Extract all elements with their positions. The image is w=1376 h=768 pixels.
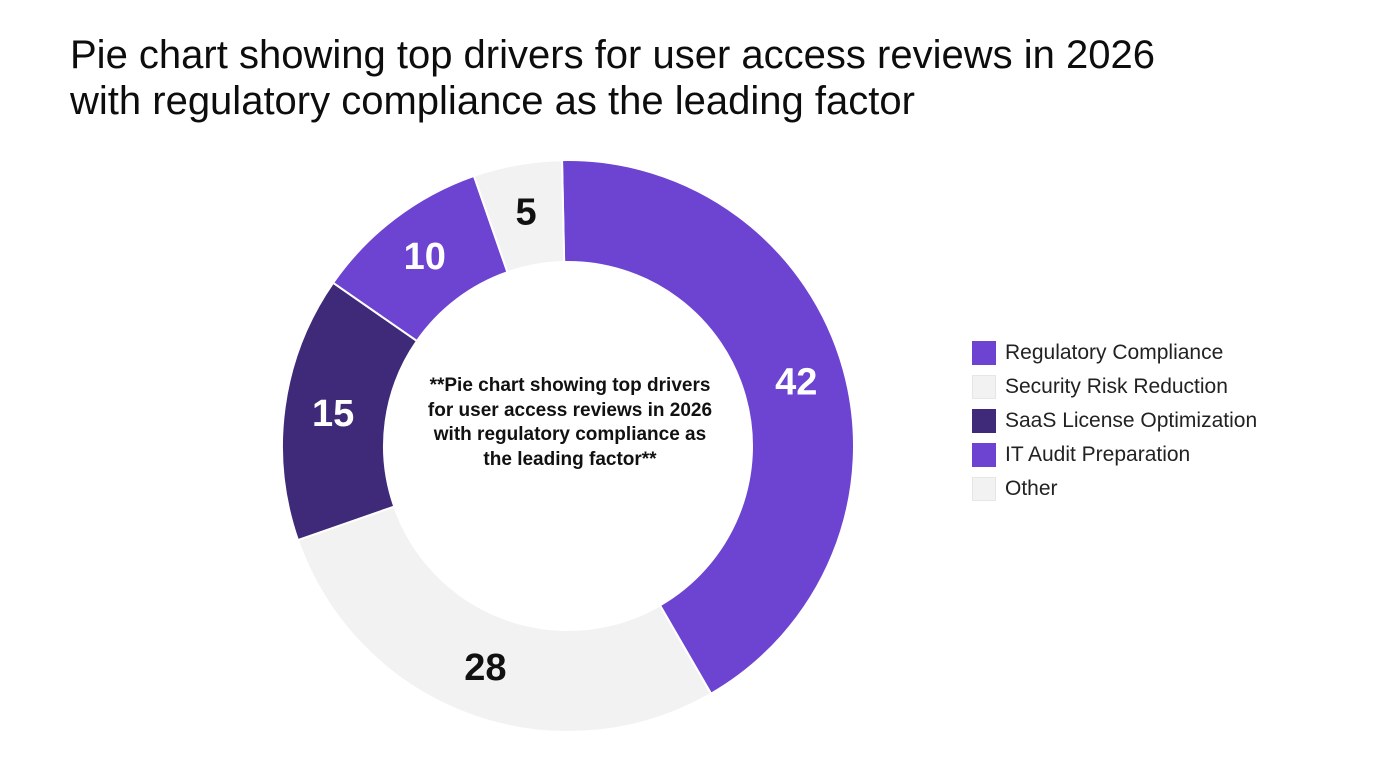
chart-legend: Regulatory Compliance Security Risk Redu… bbox=[972, 336, 1257, 506]
legend-label: Regulatory Compliance bbox=[1005, 341, 1224, 364]
donut-slices bbox=[281, 159, 855, 733]
center-caption: **Pie chart showing top drivers for user… bbox=[400, 374, 740, 472]
legend-label: IT Audit Preparation bbox=[1005, 443, 1191, 466]
legend-swatch bbox=[972, 477, 996, 501]
slice-other bbox=[472, 159, 566, 274]
slice-value-label: 28 bbox=[464, 647, 506, 689]
donut-labels: 42 28 15 10 5 bbox=[312, 192, 817, 689]
slice-value-label: 10 bbox=[404, 236, 446, 278]
center-caption-line-1: **Pie chart showing top drivers bbox=[429, 375, 711, 396]
legend-swatch bbox=[972, 409, 996, 433]
center-caption-line-4: the leading factor** bbox=[483, 448, 657, 470]
center-caption-line-3: with regulatory compliance as bbox=[433, 424, 707, 445]
legend-label: Other bbox=[1005, 477, 1058, 500]
legend-label: Security Risk Reduction bbox=[1005, 375, 1228, 398]
page-title-line-1: Pie chart showing top drivers for user a… bbox=[70, 33, 1155, 77]
center-caption-line-2: for user access reviews in 2026 bbox=[427, 399, 713, 421]
slice-regulatory-compliance bbox=[560, 159, 855, 696]
legend-swatch bbox=[972, 375, 996, 399]
legend-swatch bbox=[972, 341, 996, 365]
legend-item-saas-license-optimization: SaaS License Optimization bbox=[972, 404, 1257, 438]
page-title-line-2: with regulatory compliance as the leadin… bbox=[70, 79, 915, 123]
slice-value-label: 5 bbox=[515, 192, 536, 234]
slice-security-risk-reduction bbox=[296, 505, 713, 733]
legend-item-it-audit-preparation: IT Audit Preparation bbox=[972, 438, 1257, 472]
legend-swatch bbox=[972, 443, 996, 467]
slice-value-label: 42 bbox=[775, 361, 817, 403]
legend-item-regulatory-compliance: Regulatory Compliance bbox=[972, 336, 1257, 370]
legend-item-other: Other bbox=[972, 472, 1257, 506]
legend-item-security-risk-reduction: Security Risk Reduction bbox=[972, 370, 1257, 404]
legend-label: SaaS License Optimization bbox=[1005, 409, 1258, 432]
slice-value-label: 15 bbox=[312, 393, 354, 435]
page-title: Pie chart showing top drivers for user a… bbox=[70, 32, 1310, 124]
